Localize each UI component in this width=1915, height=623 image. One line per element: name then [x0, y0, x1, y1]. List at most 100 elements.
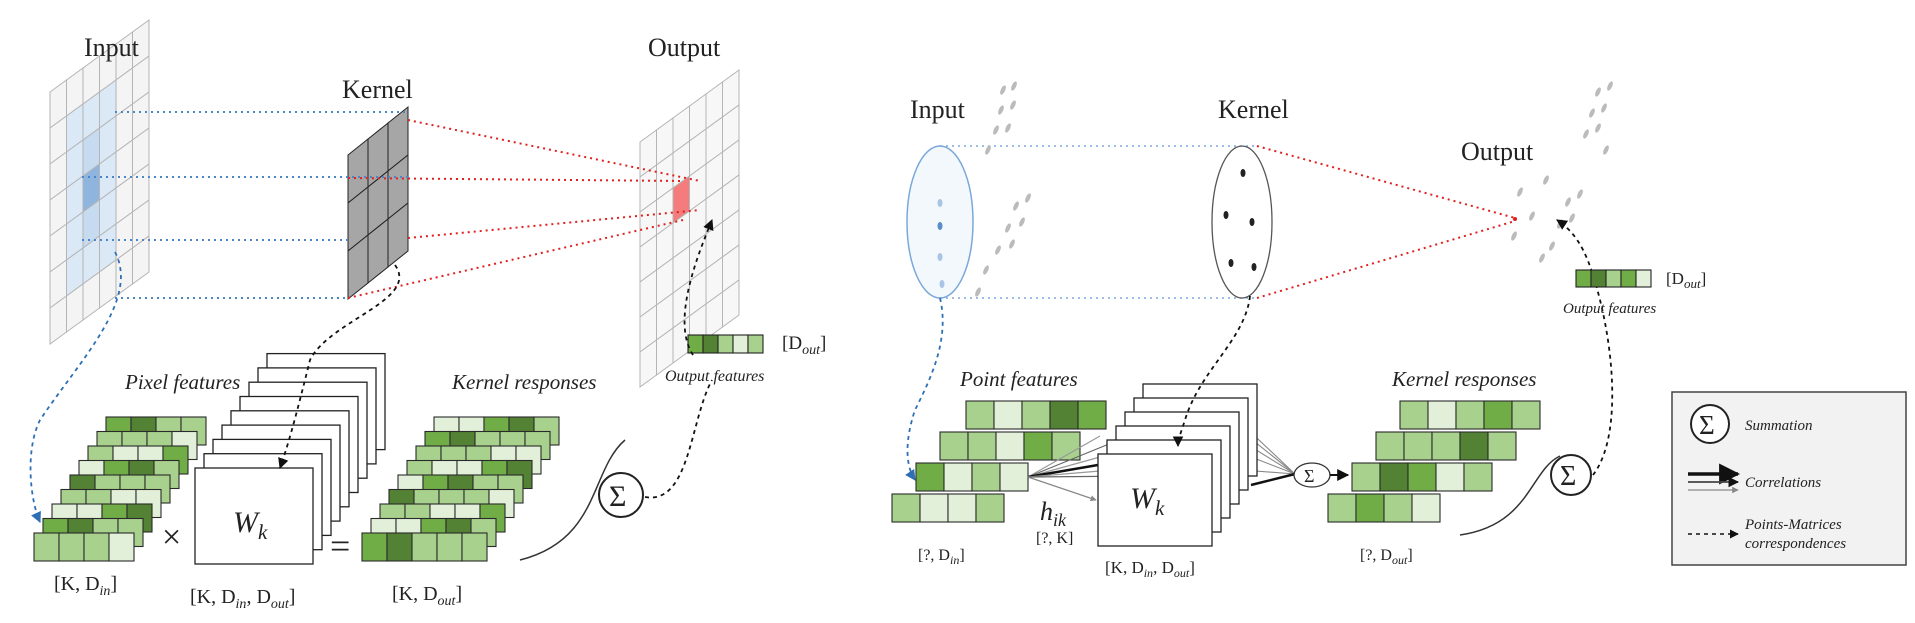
feature-cell — [411, 532, 438, 562]
point-dash — [985, 145, 991, 155]
pixel-features-label: Pixel features — [124, 370, 240, 394]
kernel-grid — [347, 105, 409, 301]
correlation-line — [1250, 472, 1296, 487]
point-feature-cell — [1021, 400, 1051, 430]
point-dash — [1565, 197, 1571, 207]
right-output-features-label: Output features — [1563, 301, 1656, 317]
point-dash — [993, 125, 999, 135]
response-cell — [1483, 400, 1513, 430]
responses-brace — [519, 439, 626, 561]
point-dash — [1009, 239, 1015, 249]
feature-cell — [361, 532, 388, 562]
input-kernel-projection-lines — [82, 111, 408, 299]
point-dash — [1589, 108, 1595, 118]
response-cell — [1511, 400, 1541, 430]
response-cell — [1487, 431, 1517, 461]
point-feature-cell — [1049, 400, 1079, 430]
right-responses-brace — [1459, 455, 1561, 536]
equals-symbol: = — [330, 526, 350, 566]
kernel-responses-stack-right — [1327, 400, 1541, 523]
weight-matrix-slice — [194, 467, 314, 565]
feature-cell — [58, 532, 85, 562]
response-cell — [1435, 462, 1465, 492]
right-summation-symbol: Σ — [1560, 461, 1576, 492]
input-pixel-grid — [49, 19, 150, 345]
point-dash — [1601, 103, 1607, 113]
point-dash — [1607, 81, 1613, 91]
point-feature-cell — [919, 493, 949, 523]
point-dash — [1595, 87, 1601, 97]
point-feature-cell — [967, 431, 997, 461]
legend-summation-label: Summation — [1745, 418, 1813, 434]
point-dash — [1595, 123, 1601, 133]
kernel-points — [1223, 169, 1257, 271]
legend: Σ Summation Correlations Points-Matrices… — [1671, 391, 1907, 566]
right-features-dim: [?, Din] — [918, 547, 965, 567]
feature-cell — [83, 532, 110, 562]
point-dash — [1511, 231, 1517, 241]
right-point-convolution: Input Kernel Output Poi — [891, 81, 1706, 580]
point-dash — [1583, 129, 1589, 139]
point-feature-cell — [891, 493, 921, 523]
point-feature-cell — [943, 462, 973, 492]
point-dash — [1577, 189, 1583, 199]
vector-cell — [747, 334, 764, 354]
left-features-dim: [K, Din] — [54, 573, 117, 599]
sum-to-output-arrow — [644, 379, 713, 499]
point-feature-cell — [993, 400, 1023, 430]
point-dash — [1005, 223, 1011, 233]
response-cell — [1455, 400, 1485, 430]
point-feature-cell — [999, 462, 1029, 492]
vector-cell — [717, 334, 734, 354]
vector-cell — [687, 334, 704, 354]
response-cell — [1407, 462, 1437, 492]
right-weights-dim: [K, Din, Dout] — [1105, 558, 1195, 580]
left-responses-dim: [K, Dout] — [392, 583, 462, 609]
point-dash — [1011, 81, 1017, 91]
kernel-responses-stack — [361, 416, 560, 562]
sum-to-output-arrow-right — [1556, 219, 1614, 476]
h-ik-label: hik — [1040, 497, 1067, 530]
legend-summation-circle — [1690, 404, 1730, 444]
vector-cell — [1635, 269, 1652, 288]
left-input-label: Input — [84, 33, 140, 62]
right-summation-circle — [1550, 454, 1592, 496]
weight-matrix-stack — [194, 352, 386, 565]
point-dash — [1549, 241, 1555, 251]
output-feature-vector-right — [1575, 269, 1652, 288]
vector-cell — [732, 334, 749, 354]
left-output-dim: [Dout] — [782, 333, 826, 358]
input-points — [937, 199, 945, 288]
vector-cell — [1590, 269, 1607, 288]
right-kernel-label: Kernel — [1218, 95, 1289, 124]
kernel-output-projection-lines — [347, 119, 701, 299]
vector-cell — [1605, 269, 1622, 288]
legend-summation-symbol: Σ — [1699, 410, 1715, 440]
point-feature-cell — [915, 462, 945, 492]
response-cell — [1427, 400, 1457, 430]
correlation-line — [1027, 476, 1097, 502]
output-point — [1513, 217, 1517, 221]
point-feature-cell — [939, 431, 969, 461]
left-output-features-label: Output features — [665, 368, 764, 385]
right-kernel-responses-label: Kernel responses — [1391, 367, 1536, 391]
input-to-features-arrow — [29, 251, 122, 523]
left-summation-symbol: Σ — [609, 480, 626, 513]
left-weight-label: Wk — [233, 506, 268, 544]
vector-cell — [702, 334, 719, 354]
output-feature-vector — [687, 334, 764, 354]
point-dash — [1005, 123, 1011, 133]
feature-cell — [436, 532, 463, 562]
point-feature-cell — [1077, 400, 1107, 430]
kernel-ellipse — [1211, 145, 1273, 299]
left-image-convolution: Input Kernel Output Pixel features Wk × — [29, 19, 826, 612]
point-dash — [1539, 253, 1545, 263]
point-dash — [1543, 175, 1549, 185]
right-responses-dim: [?, Dout] — [1360, 547, 1413, 567]
inner-summation-symbol: Σ — [1304, 466, 1314, 486]
feature-cell — [108, 532, 135, 562]
point-feature-cell — [947, 493, 977, 523]
response-cell — [1403, 431, 1433, 461]
output-pixel-grid — [639, 69, 740, 388]
legend-correlations-arrows — [1688, 463, 1741, 494]
